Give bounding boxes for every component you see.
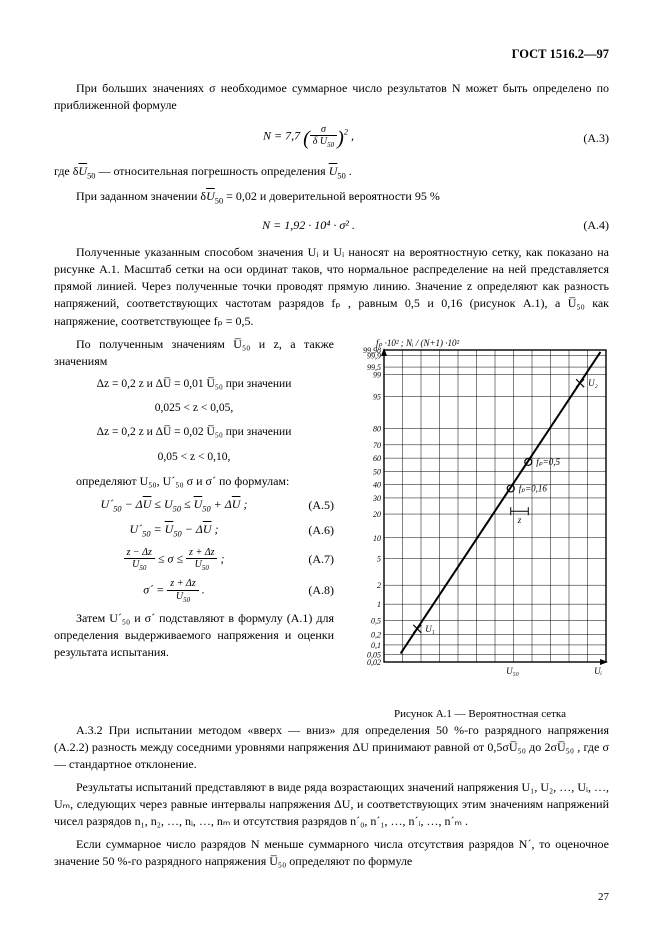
svg-text:5: 5 [377,554,381,563]
svg-text:z: z [517,515,522,525]
cond1b: 0,025 < z < 0,05, [54,400,334,416]
svg-text:fₚ=0,5: fₚ=0,5 [536,456,560,466]
svg-text:fₚ=0,16: fₚ=0,16 [519,483,548,493]
para-7: Затем U´₅₀ и σ´ подставляют в формулу (А… [54,610,334,661]
equation-a3: N = 7,7 (σδ U50)2 , (A.3) [54,124,609,153]
svg-text:20: 20 [373,510,381,519]
svg-text:0,05: 0,05 [367,650,381,659]
svg-text:95: 95 [373,392,381,401]
svg-text:60: 60 [373,454,381,463]
svg-text:1: 1 [377,600,381,609]
svg-text:Uᵢ: Uᵢ [594,666,602,676]
para-4: Полученные указанным способом значения U… [54,244,609,329]
probability-chart: fₚ ·10² ; Nᵢ / (N+1) ·10²0,020,050,10,20… [350,336,610,696]
para-9: Результаты испытаний представляют в виде… [54,779,609,830]
where-line: где δU50 — относительная погрешность опр… [54,163,609,182]
svg-text:80: 80 [373,424,381,433]
svg-text:99,98: 99,98 [363,346,381,355]
page-number: 27 [598,890,609,906]
cond2a: Δz = 0,2 z и ΔU̅ = 0,02 U̅₅₀ при значени… [54,424,334,440]
figure-caption: Рисунок А.1 — Вероятностная сетка [350,707,610,723]
eq-num-a6: (A.6) [294,522,334,539]
equation-a8: σ´ = z + ΔzU50 . (A.8) [54,578,334,604]
eq-num-a5: (A.5) [294,497,334,514]
given-line: При заданном значении δU50 = 0,02 и дове… [54,188,609,207]
svg-text:U₅₀: U₅₀ [506,666,519,676]
svg-text:fₚ ·10² ; Nᵢ / (N+1) ·10²: fₚ ·10² ; Nᵢ / (N+1) ·10² [376,338,460,348]
svg-text:99,5: 99,5 [367,363,381,372]
svg-text:70: 70 [373,440,381,449]
svg-text:0,5: 0,5 [371,616,381,625]
cond1a: Δz = 0,2 z и ΔU̅ = 0,01 U̅₅₀ при значени… [54,376,334,392]
svg-text:0,1: 0,1 [371,640,381,649]
svg-text:0,2: 0,2 [371,630,381,639]
eq-num-a7: (A.7) [294,551,334,568]
eq-num-a3: (A.3) [563,130,609,147]
eq-num-a8: (A.8) [294,582,334,599]
svg-text:10: 10 [373,533,381,542]
svg-text:30: 30 [372,493,381,502]
para-5: По полученным значениям U̅₅₀ и z, а такж… [54,336,334,370]
equation-a4: N = 1,92 · 10⁴ · σ² . (A.4) [54,217,609,234]
doc-header: ГОСТ 1516.2—97 [54,46,609,64]
eq-num-a4: (A.4) [563,217,609,234]
cond2b: 0,05 < z < 0,10, [54,449,334,465]
equation-a5: U´50 − ΔU ≤ U50 ≤ U50 + ΔU ; (A.5) [54,496,334,515]
svg-text:50: 50 [373,467,381,476]
intro-para-1: При больших значениях σ необходимое сумм… [54,80,609,114]
para-8: А.3.2 При испытании методом «вверх — вни… [54,722,609,773]
svg-text:U₂: U₂ [588,378,598,388]
svg-text:2: 2 [377,581,381,590]
equation-a7: z − ΔzU50 ≤ σ ≤ z + ΔzU50 ; (A.7) [54,547,334,573]
svg-text:40: 40 [373,480,381,489]
para-6: определяют U₅₀, U´₅₀ σ и σ´ по формулам: [54,473,334,490]
para-10: Если суммарное число разрядов N меньше с… [54,836,609,870]
equation-a6: U´50 = U50 − ΔU ; (A.6) [54,521,334,540]
svg-text:U₁: U₁ [425,623,435,633]
